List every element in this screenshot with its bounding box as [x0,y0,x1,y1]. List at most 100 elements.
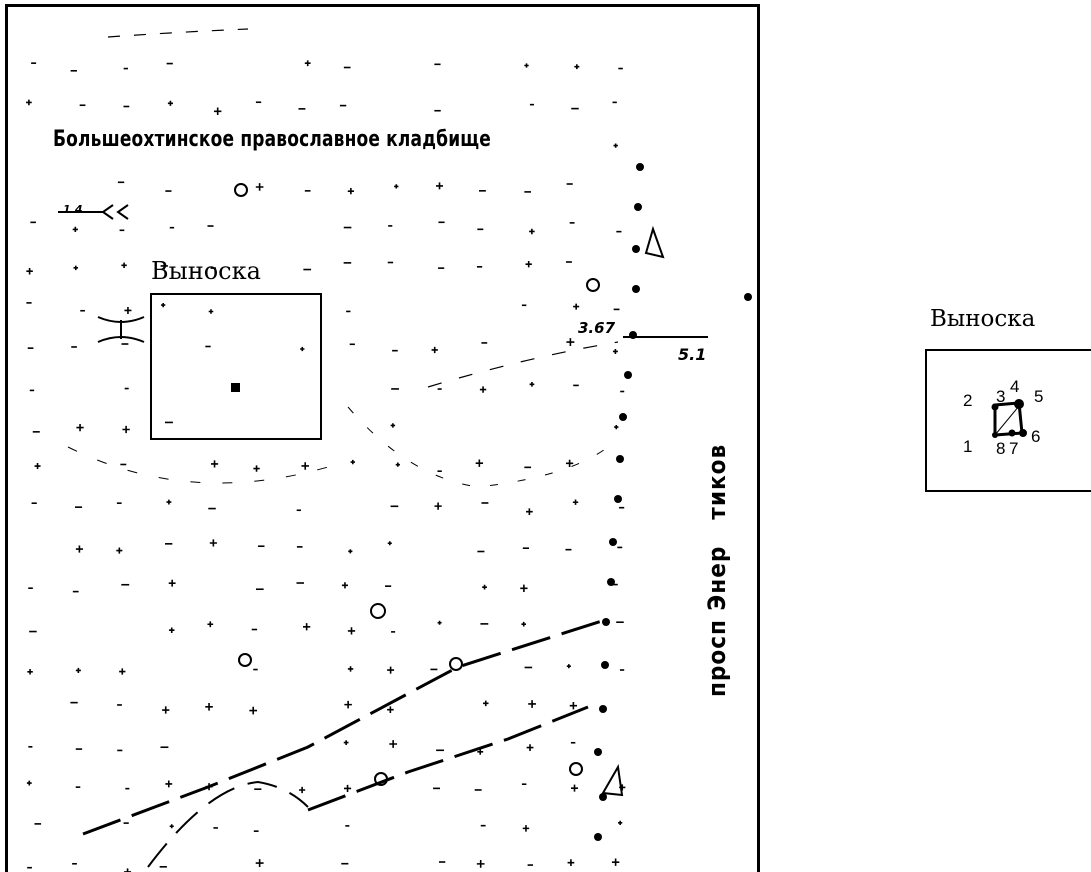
grid-mark [347,188,354,195]
grid-mark [26,780,32,786]
topographic-map: Большеохтинское православное кладбище 1.… [5,4,760,872]
vertex-label-6: 6 [1031,427,1041,446]
boundary-dot [599,705,607,713]
grid-mark [301,462,309,470]
grid-mark [210,460,219,468]
vertex-label-2: 2 [963,391,973,410]
grid-mark [479,386,487,393]
grid-mark [566,664,571,669]
map-drawing [26,28,752,872]
grid-mark [528,700,536,708]
grid-mark [34,463,41,470]
grid-mark [208,309,214,314]
grid-mark [207,621,214,628]
height-mark-value: 5.1 [678,345,707,364]
vertex-label-5: 5 [1034,387,1044,406]
grid-mark [520,584,528,592]
grid-mark [124,868,132,872]
cemetery-name: Большеохтинское православное кладбище [53,127,492,152]
grid-mark [347,627,356,635]
grid-mark [565,459,574,467]
grid-mark [165,780,173,788]
grid-mark [526,508,533,516]
grid-mark [574,64,580,70]
grid-mark [119,668,126,675]
boundary-dot [632,285,640,293]
street-name-part2: тиков [703,443,731,520]
grid-mark [75,667,81,673]
contour-line-1 [427,341,619,388]
grid-mark [612,349,618,354]
grid-mark [522,825,530,832]
grid-mark [166,499,172,505]
vertex-label-8: 8 [996,439,1006,458]
contour-line-2 [67,446,329,484]
grid-mark [75,545,83,553]
map-callout-label: Выноска [151,257,261,285]
grid-mark [205,703,213,711]
grid-mark [569,702,578,710]
grid-mark [121,262,127,269]
grid-mark [614,424,619,430]
bridge-symbol [97,316,145,343]
boundary-dot [634,203,642,211]
grid-mark [482,584,487,590]
grid-mark [390,423,396,428]
grid-mark [571,784,579,792]
grid-mark [341,582,348,589]
elevation-grid-marks [26,60,626,872]
grid-mark [477,748,484,755]
grid-mark [303,623,311,631]
boundary-dot [594,748,602,756]
grid-mark [26,99,32,106]
boundary-dot [624,371,632,379]
vertex-label-4: 4 [1010,377,1020,396]
grid-mark [169,824,174,829]
map-callout-box [150,293,322,440]
dashed-road-lower [307,705,589,812]
contour-line-3 [107,28,249,38]
boundary-dot [614,495,622,503]
grid-mark [162,706,170,714]
grid-mark [161,302,166,308]
grid-mark [213,107,222,115]
grid-mark [116,547,123,554]
grid-mark [73,265,79,271]
curve-line [147,780,309,868]
grid-mark [387,706,394,714]
boundary-dot [607,578,615,586]
grid-mark [395,462,400,467]
grid-mark [613,143,618,148]
detail-callout-label: Выноска [930,306,1036,332]
boundary-dot [636,163,644,171]
grid-mark [567,859,575,866]
grid-mark [394,184,399,189]
dashed-road-upper [82,617,609,836]
tree-symbols [234,183,600,786]
grid-mark [436,182,444,190]
grid-mark [27,669,33,675]
grid-mark [525,260,532,268]
grid-mark [437,620,442,625]
grid-mark [572,499,579,505]
boundary-dot [601,661,609,669]
boundary-dot [632,245,640,253]
street-name: просп Энер тиков [703,444,731,697]
boundary-dot [602,618,610,626]
grid-mark [72,226,78,233]
vertex-label-7: 7 [1009,439,1019,458]
grid-mark [387,666,395,674]
vertex-label-3: 3 [996,387,1006,406]
detail-callout-box: 1 2 3 4 5 6 7 8 [925,349,1091,492]
grid-mark [122,425,130,434]
grid-mark [168,579,176,587]
boundary-dot [616,455,624,463]
grid-mark [389,740,398,748]
grid-mark [475,459,484,467]
boundary-dot [599,793,607,801]
boundary-dot [594,833,602,841]
grid-mark [249,706,258,715]
grid-mark [476,860,485,868]
boundary-dot [619,413,627,421]
grid-mark [255,183,264,191]
